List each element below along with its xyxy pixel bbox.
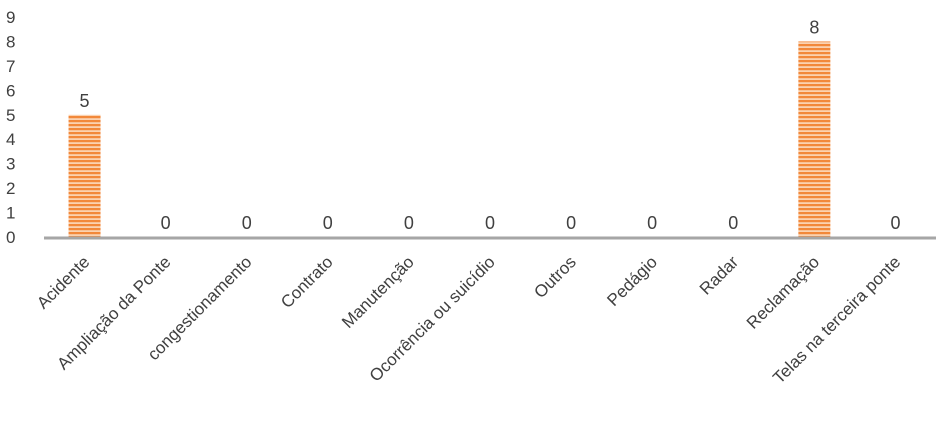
y-tick-label: 0 (6, 228, 15, 247)
data-label: 0 (242, 213, 252, 233)
data-label: 0 (890, 213, 900, 233)
data-label: 8 (809, 17, 819, 37)
y-tick-label: 1 (6, 204, 15, 223)
y-tick-label: 7 (6, 57, 15, 76)
x-tick-label: Reclamação (743, 252, 823, 332)
data-label: 0 (485, 213, 495, 233)
y-tick-label: 3 (6, 155, 15, 174)
bars (68, 41, 831, 237)
y-tick-label: 5 (6, 106, 15, 125)
data-label: 0 (566, 213, 576, 233)
data-label: 0 (728, 213, 738, 233)
y-axis-ticks: 0 1 2 3 4 5 6 7 8 9 (6, 8, 15, 247)
x-tick-label: Acidente (33, 252, 93, 312)
x-tick-label: Radar (696, 252, 742, 298)
data-labels: 5 0 0 0 0 0 0 0 0 8 0 (80, 17, 901, 233)
data-label: 0 (647, 213, 657, 233)
data-label: 5 (80, 91, 90, 111)
y-tick-label: 8 (6, 32, 15, 51)
y-tick-label: 9 (6, 8, 15, 27)
data-label: 0 (161, 213, 171, 233)
bar (798, 41, 831, 237)
x-tick-label: Manutenção (338, 252, 418, 332)
y-tick-label: 4 (6, 130, 15, 149)
x-tick-label: Outros (530, 252, 580, 302)
y-tick-label: 2 (6, 179, 15, 198)
data-label: 0 (323, 213, 333, 233)
y-tick-label: 6 (6, 81, 15, 100)
bar (68, 114, 101, 237)
x-tick-label: Pedágio (603, 252, 661, 310)
data-label: 0 (404, 213, 414, 233)
x-tick-label: Contrato (277, 252, 337, 312)
